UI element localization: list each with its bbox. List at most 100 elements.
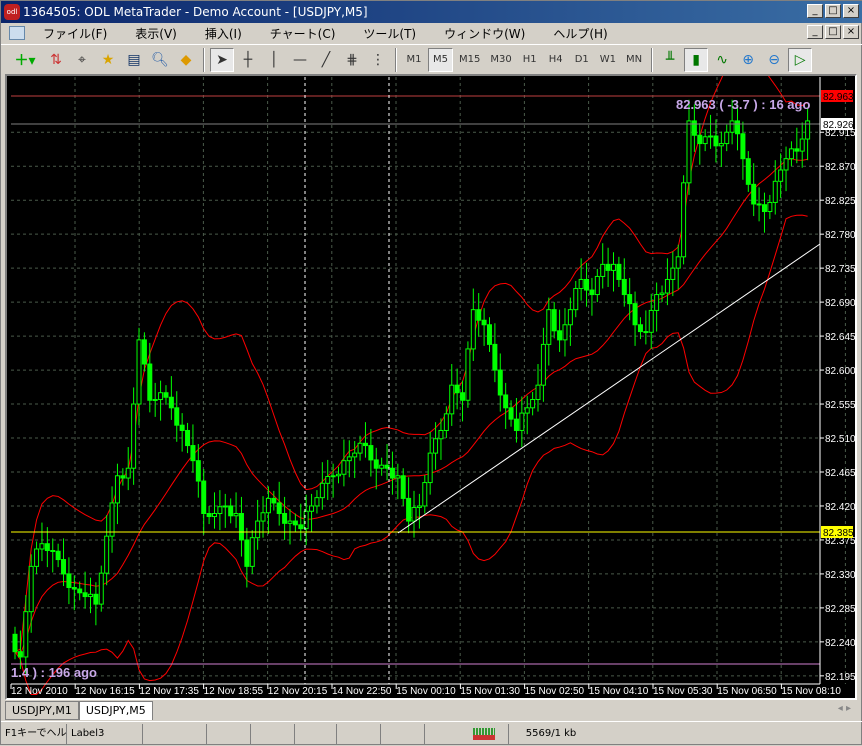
price-label: 82.420 [825, 502, 855, 513]
child-restore-button[interactable]: □ [825, 25, 841, 39]
candle-body [600, 263, 606, 277]
trendline-icon[interactable]: ╱ [321, 51, 331, 68]
horizontal-line-icon[interactable]: — [293, 51, 307, 68]
chart-shift-icon[interactable]: ▷ [788, 47, 813, 72]
close-button[interactable]: × [843, 4, 859, 18]
candle-body [373, 459, 379, 469]
menu-bar: ファイル(F) 表示(V) 挿入(I) チャート(C) ツール(T) ウィンドウ… [1, 23, 862, 43]
price-label: 82.870 [825, 162, 855, 173]
time-label: 15 Nov 02:50 [525, 686, 585, 697]
zoom-out-icon[interactable]: ⊖ [768, 51, 780, 68]
timeframe-w1[interactable]: W1 [599, 54, 616, 65]
line-chart-icon[interactable]: ∿ [716, 51, 728, 68]
candle-body [659, 292, 665, 296]
price-label: 82.465 [825, 468, 855, 479]
timeframe-h1[interactable]: H1 [522, 54, 537, 65]
cursor-icon[interactable]: ➤ [210, 47, 234, 72]
timeframe-m5[interactable]: M5 [428, 47, 453, 72]
zoom-in-icon[interactable]: ⊕ [742, 51, 754, 68]
tab-scroll-arrows-icon[interactable]: ◂ ▸ [837, 703, 851, 714]
bar-chart-icon[interactable]: ╨ [665, 51, 675, 68]
candle-body [788, 148, 794, 160]
menu-view[interactable]: 表示(V) [135, 26, 177, 41]
status-help: F1キーでヘルプが表示さ [1, 724, 67, 744]
alert-icon[interactable]: ◆ [180, 51, 192, 68]
candle-body [87, 593, 93, 598]
candle-body [346, 456, 352, 462]
price-chart[interactable]: 82.963 ( -3.7 ) : 16 ago 1.4 ) : 196 ago… [5, 44, 857, 700]
minimize-button[interactable]: _ [807, 4, 823, 18]
menu-chart[interactable]: チャート(C) [269, 26, 336, 41]
chart-canvas[interactable]: 82.963 ( -3.7 ) : 16 ago 1.4 ) : 196 ago… [7, 44, 856, 698]
candle-body [594, 275, 600, 296]
candle-body [621, 278, 627, 296]
candle-body [519, 412, 525, 431]
candle-chart-icon[interactable]: ▮ [684, 47, 709, 72]
vertical-line-icon[interactable]: │ [269, 51, 279, 68]
price-label: 82.825 [825, 196, 855, 207]
candle-body [17, 651, 23, 658]
candle-body [573, 288, 579, 311]
folder-star-icon[interactable]: ★ [101, 51, 115, 68]
candle-body [336, 473, 342, 477]
candle-body [249, 537, 255, 567]
grid-icon[interactable]: ⋮ [371, 51, 385, 68]
crosshair-icon[interactable]: ┼ [243, 51, 253, 68]
candle-body [503, 394, 509, 409]
candle-body [562, 324, 568, 341]
timeframe-m1[interactable]: M1 [406, 54, 422, 65]
candle-body [77, 588, 83, 594]
child-close-button[interactable]: × [843, 25, 859, 39]
candle-body [530, 399, 536, 409]
price-label: 82.510 [825, 434, 855, 445]
new-order-icon[interactable]: ＋▾ [14, 52, 36, 69]
crosshair-navigator-icon[interactable]: ⌖ [78, 51, 86, 68]
bollinger-lower [14, 214, 808, 696]
timeframe-m30[interactable]: M30 [490, 54, 512, 65]
candle-body [670, 267, 676, 280]
maximize-button[interactable]: □ [825, 4, 841, 18]
price-label: 82.780 [825, 230, 855, 241]
price-label: 82.240 [825, 638, 855, 649]
timeframe-h4[interactable]: H4 [548, 54, 563, 65]
tab-usdjpy-m1[interactable]: USDJPY,M1 [5, 701, 79, 720]
menu-window[interactable]: ウィンドウ(W) [444, 26, 526, 41]
candle-body [271, 497, 277, 504]
status-bar: F1キーでヘルプが表示さ Label3 5569/1 kb [1, 721, 862, 746]
status-label: Label3 [67, 724, 143, 744]
menu-tools[interactable]: ツール(T) [363, 26, 417, 41]
candle-body [756, 203, 762, 206]
candle-body [185, 429, 191, 447]
fibo-icon[interactable]: ⋕ [346, 51, 358, 68]
market-watch-icon[interactable]: ⇅ [50, 51, 62, 68]
child-minimize-button[interactable]: _ [807, 25, 823, 39]
candle-body [433, 438, 439, 454]
time-label: 15 Nov 06:50 [717, 686, 777, 697]
trend-line[interactable] [397, 243, 821, 534]
window-title: 1364505: ODL MetaTrader - Demo Account -… [23, 5, 368, 19]
candle-body [71, 587, 77, 590]
tester-icon[interactable]: 🔍︎ [151, 51, 169, 68]
candle-body [163, 392, 169, 398]
timeframe-d1[interactable]: D1 [574, 54, 589, 65]
candle-body [260, 512, 266, 522]
menu-help[interactable]: ヘルプ(H) [553, 26, 608, 41]
menu-insert[interactable]: 挿入(I) [204, 26, 242, 41]
timeframe-m15[interactable]: M15 [459, 54, 481, 65]
candle-body [654, 294, 660, 311]
tab-usdjpy-m5[interactable]: USDJPY,M5 [78, 701, 153, 720]
terminal-icon[interactable]: ▤ [127, 51, 141, 68]
timeframe-mn[interactable]: MN [625, 54, 643, 65]
menu-file[interactable]: ファイル(F) [43, 26, 108, 41]
candle-body [540, 343, 546, 386]
bollinger-upper [14, 44, 808, 653]
candle-body [287, 520, 293, 524]
price-label: 82.735 [825, 264, 855, 275]
support-price-tag [821, 526, 853, 538]
doc-icon[interactable] [9, 26, 25, 40]
candle-body [168, 396, 174, 409]
price-label: 82.195 [825, 672, 855, 683]
candle-body [379, 464, 385, 469]
candle-body [557, 330, 563, 341]
candle-body [109, 502, 115, 537]
